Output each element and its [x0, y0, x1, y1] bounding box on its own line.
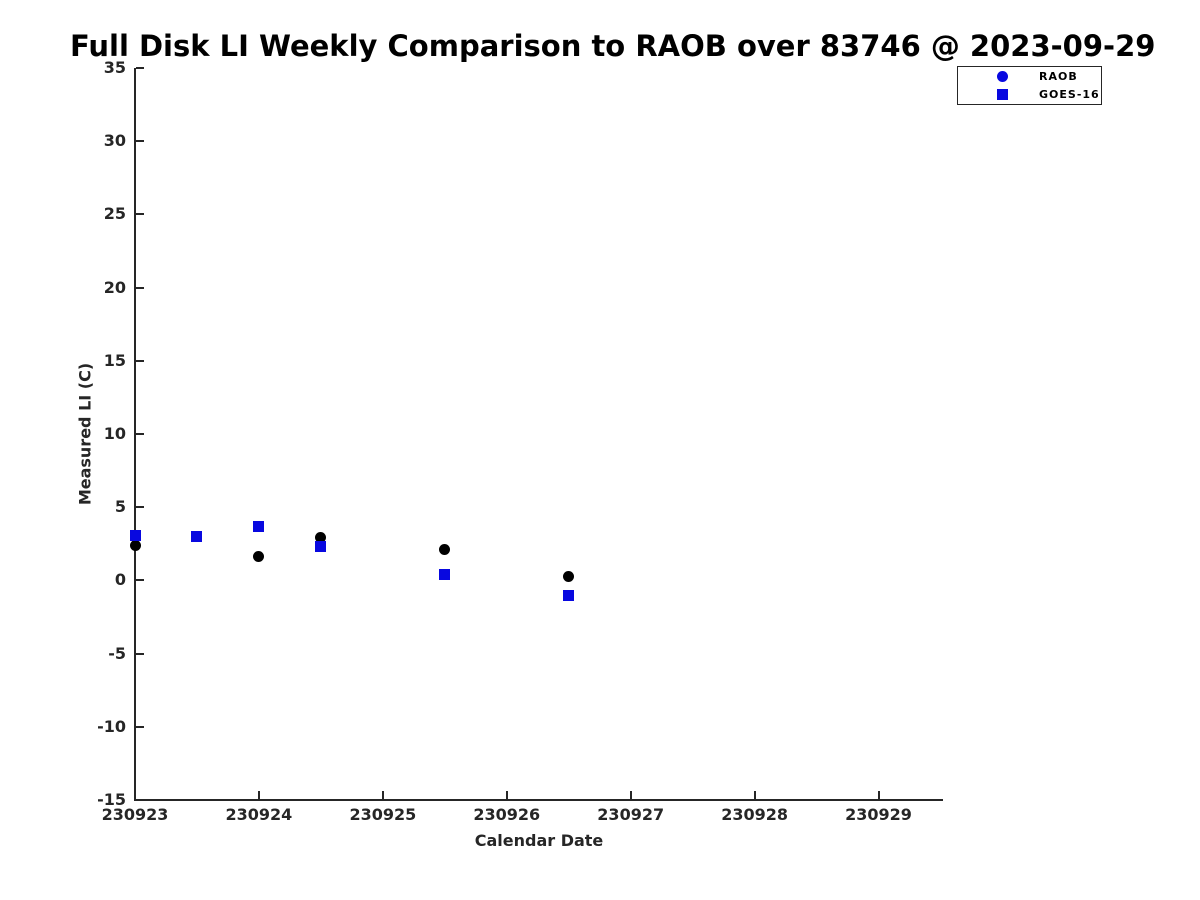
- x-tick-label: 230927: [597, 805, 665, 824]
- raob-data-point: [129, 539, 141, 551]
- y-axis-line: [134, 68, 136, 801]
- legend-item-raob: RAOB: [958, 68, 1101, 86]
- x-tick-label: 230924: [225, 805, 293, 824]
- y-tick-mark: [136, 433, 144, 435]
- goes-16-data-point: [129, 529, 141, 541]
- x-tick-mark: [505, 791, 508, 799]
- y-tick-label: 20: [103, 277, 126, 297]
- goes-16-data-point: [315, 541, 327, 553]
- y-tick-mark: [136, 652, 144, 655]
- y-tick-label: 15: [103, 350, 126, 370]
- y-tick-mark: [136, 579, 144, 582]
- raob-data-point: [315, 532, 327, 544]
- y-tick-mark: [136, 725, 144, 728]
- goes-16-data-point: [439, 569, 451, 581]
- y-tick-label: -5: [108, 643, 126, 663]
- y-tick-label: -15: [97, 790, 126, 809]
- y-tick-label: 25: [103, 204, 126, 224]
- goes-16-data-point: [191, 530, 203, 542]
- y-tick-mark: [136, 359, 144, 362]
- goes-16-data-point: [563, 589, 575, 601]
- y-tick-label: 10: [103, 424, 126, 443]
- y-tick-label: 0: [114, 570, 126, 590]
- y-tick-mark: [136, 140, 144, 143]
- raob-data-point: [563, 570, 575, 582]
- goes-16-data-point: [253, 520, 265, 532]
- legend: RAOB GOES-16: [957, 66, 1102, 105]
- x-tick-label: 230923: [101, 805, 169, 824]
- legend-item-goes-16: GOES-16: [958, 86, 1101, 104]
- y-tick-mark: [136, 67, 144, 69]
- y-tick-mark: [136, 506, 144, 509]
- x-tick-label: 230926: [473, 805, 541, 824]
- x-tick-label: 230928: [721, 805, 789, 824]
- y-tick-label: 35: [103, 58, 126, 77]
- legend-label: RAOB: [1039, 70, 1078, 83]
- legend-circle-marker: [997, 71, 1008, 82]
- y-axis-label: Measured LI (C): [75, 362, 95, 506]
- legend-square-marker: [997, 89, 1008, 100]
- x-axis-label: Calendar Date: [474, 831, 604, 850]
- y-tick-label: 30: [103, 131, 126, 151]
- legend-label: GOES-16: [1039, 88, 1100, 101]
- x-axis-line: [134, 799, 943, 801]
- raob-data-point: [439, 544, 451, 556]
- x-tick-mark: [753, 791, 756, 799]
- x-tick-label: 230929: [845, 805, 912, 824]
- x-tick-mark: [629, 791, 632, 799]
- x-tick-mark: [877, 791, 880, 799]
- y-tick-mark: [136, 213, 144, 216]
- y-tick-label: 5: [114, 497, 126, 517]
- y-tick-mark: [136, 286, 144, 289]
- x-tick-mark: [134, 791, 136, 799]
- raob-data-point: [253, 551, 265, 563]
- chart-title: Full Disk LI Weekly Comparison to RAOB o…: [70, 29, 1156, 63]
- y-tick-label: -10: [97, 716, 126, 736]
- x-tick-label: 230925: [349, 805, 417, 824]
- y-tick-mark: [136, 799, 144, 801]
- x-tick-mark: [381, 791, 384, 799]
- x-tick-mark: [257, 791, 260, 799]
